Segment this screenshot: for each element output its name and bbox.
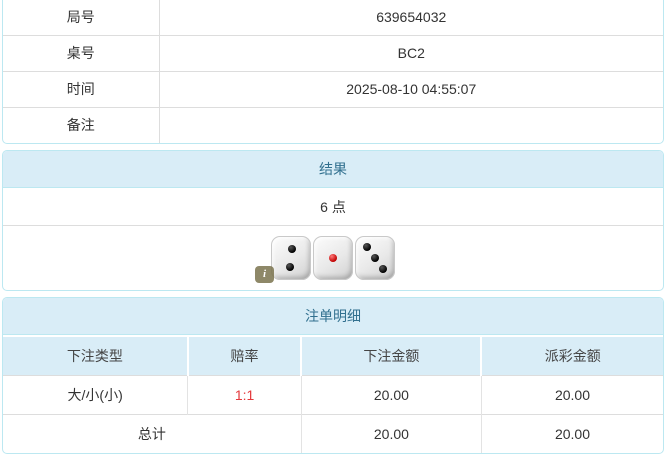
round-id-label: 局号 bbox=[3, 0, 160, 36]
col-header-bet-type: 下注类型 bbox=[3, 335, 188, 375]
time-value: 2025-08-10 04:55:07 bbox=[159, 71, 663, 108]
odds-value: 1:1 bbox=[187, 374, 302, 414]
total-label: 总计 bbox=[3, 413, 302, 453]
bet-row: 大/小(小) 1:1 20.00 20.00 bbox=[3, 374, 663, 414]
die-1-icon bbox=[271, 236, 311, 280]
col-header-payout-amount: 派彩金额 bbox=[480, 335, 663, 375]
remark-label: 备注 bbox=[3, 107, 160, 143]
die-3-icon bbox=[355, 236, 395, 280]
table-row: 备注 bbox=[3, 107, 663, 143]
dice-row: i bbox=[3, 226, 663, 290]
dice-group: i bbox=[255, 236, 395, 283]
table-row: 桌号 BC2 bbox=[3, 35, 663, 72]
total-bet-amount: 20.00 bbox=[300, 413, 482, 453]
table-row: 时间 2025-08-10 04:55:07 bbox=[3, 71, 663, 108]
result-heading: 结果 bbox=[3, 151, 663, 188]
time-label: 时间 bbox=[3, 71, 160, 108]
round-id-value: 639654032 bbox=[159, 0, 663, 36]
result-panel: 结果 6 点 i bbox=[2, 150, 664, 291]
total-payout-amount: 20.00 bbox=[480, 413, 663, 453]
info-icon[interactable]: i bbox=[255, 266, 274, 283]
bet-details-table: 下注类型 赔率 下注金额 派彩金额 大/小(小) 1:1 20.00 20.00… bbox=[3, 335, 663, 453]
game-info-table: 局号 639654032 桌号 BC2 时间 2025-08-10 04:55:… bbox=[3, 0, 663, 143]
result-points: 6 点 bbox=[3, 188, 663, 226]
col-header-odds: 赔率 bbox=[186, 335, 302, 375]
bet-table-header-row: 下注类型 赔率 下注金额 派彩金额 bbox=[3, 335, 663, 375]
table-row: 局号 639654032 bbox=[3, 0, 663, 36]
table-id-value: BC2 bbox=[159, 35, 663, 72]
bet-amount-value: 20.00 bbox=[300, 374, 482, 414]
die-2-icon bbox=[313, 236, 353, 280]
payout-amount-value: 20.00 bbox=[480, 374, 663, 414]
total-row: 总计 20.00 20.00 bbox=[3, 413, 663, 453]
bet-type-value: 大/小(小) bbox=[3, 374, 188, 414]
bet-details-heading: 注单明细 bbox=[3, 298, 663, 335]
bet-details-panel: 注单明细 下注类型 赔率 下注金额 派彩金额 大/小(小) 1:1 20.00 … bbox=[2, 297, 664, 454]
remark-value bbox=[159, 107, 663, 143]
table-id-label: 桌号 bbox=[3, 35, 160, 72]
col-header-bet-amount: 下注金额 bbox=[300, 335, 482, 375]
game-info-panel: 局号 639654032 桌号 BC2 时间 2025-08-10 04:55:… bbox=[2, 0, 664, 144]
